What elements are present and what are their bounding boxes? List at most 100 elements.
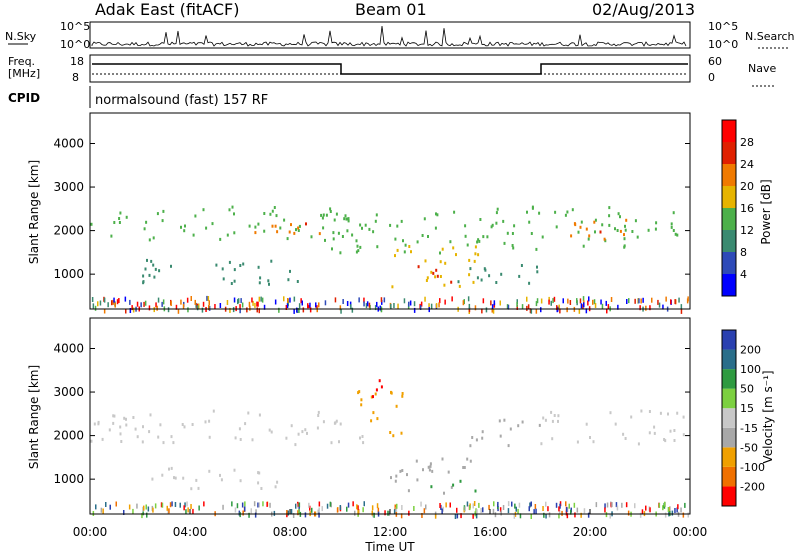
colorbar-tick-label: 4 bbox=[740, 268, 747, 281]
data-cell bbox=[580, 220, 583, 224]
data-cell bbox=[220, 478, 223, 482]
data-cell bbox=[307, 303, 309, 309]
data-cell bbox=[628, 298, 630, 304]
data-cell bbox=[642, 297, 644, 303]
nave-tick-lo: 0 bbox=[708, 71, 715, 84]
data-cell bbox=[197, 486, 200, 490]
data-cell bbox=[230, 282, 233, 285]
y-tick-label: 2000 bbox=[53, 224, 84, 238]
data-cell bbox=[336, 507, 339, 513]
data-cell bbox=[270, 430, 273, 434]
data-cell bbox=[195, 478, 198, 482]
data-cell bbox=[376, 503, 379, 509]
data-cell bbox=[362, 441, 365, 445]
data-cell bbox=[357, 509, 359, 515]
data-cell bbox=[142, 281, 145, 285]
data-cell bbox=[214, 304, 216, 309]
data-cell bbox=[436, 274, 439, 278]
colorbar-tick-label: 28 bbox=[740, 136, 754, 149]
x-tick-label: 00:00 bbox=[673, 525, 708, 539]
data-cell bbox=[246, 307, 248, 313]
colorbar-tick-label: 200 bbox=[740, 344, 761, 357]
data-cell bbox=[462, 466, 465, 469]
data-cell bbox=[610, 297, 613, 302]
data-cell bbox=[152, 263, 155, 267]
data-cell bbox=[293, 308, 295, 314]
data-cell bbox=[391, 285, 394, 289]
data-cell bbox=[395, 404, 398, 408]
data-cell bbox=[568, 503, 570, 509]
colorbar-swatch bbox=[722, 369, 736, 389]
data-cell bbox=[168, 467, 170, 471]
data-cell bbox=[435, 303, 438, 309]
data-cell bbox=[464, 224, 467, 228]
data-cell bbox=[478, 502, 480, 508]
data-cell bbox=[244, 506, 246, 512]
data-cell bbox=[676, 507, 678, 513]
data-cell bbox=[187, 307, 189, 313]
nsearch-tick-lo: 10^0 bbox=[708, 38, 738, 51]
data-cell bbox=[542, 506, 544, 511]
data-cell bbox=[647, 228, 650, 232]
data-cell bbox=[364, 223, 367, 227]
data-cell bbox=[151, 477, 154, 481]
power-panel: 1000 2000 3000 4000 Slant Range [km] 4 8 12 16… bbox=[27, 112, 773, 314]
data-cell bbox=[182, 476, 185, 480]
data-cell bbox=[513, 513, 516, 519]
data-cell bbox=[452, 483, 455, 487]
data-cell bbox=[439, 503, 441, 508]
data-cell bbox=[490, 225, 493, 229]
data-cell bbox=[198, 303, 200, 309]
data-cell bbox=[519, 513, 522, 519]
data-cell bbox=[649, 507, 651, 513]
data-cell bbox=[145, 504, 147, 510]
velocity-ylabel: Slant Range [km] bbox=[27, 365, 41, 469]
data-cell bbox=[393, 303, 395, 308]
data-cell bbox=[565, 510, 568, 516]
data-cell bbox=[110, 234, 113, 238]
data-cell bbox=[206, 295, 208, 301]
data-cell bbox=[333, 218, 336, 222]
data-cell bbox=[401, 394, 404, 398]
data-cell bbox=[649, 305, 651, 311]
data-cell bbox=[202, 208, 205, 212]
data-cell bbox=[240, 298, 242, 304]
data-cell bbox=[511, 244, 514, 247]
data-cell bbox=[640, 409, 643, 413]
data-cell bbox=[168, 508, 170, 514]
data-cell bbox=[514, 503, 516, 509]
data-cell bbox=[317, 414, 320, 417]
data-cell bbox=[148, 273, 151, 277]
cpid-label: CPID bbox=[8, 91, 40, 105]
data-cell bbox=[399, 469, 402, 473]
data-cell bbox=[600, 299, 602, 305]
data-cell bbox=[497, 501, 499, 507]
data-cell bbox=[182, 303, 185, 309]
data-cell bbox=[479, 218, 482, 221]
data-cell bbox=[561, 510, 563, 516]
time-axis-label: Time UT bbox=[364, 540, 415, 554]
data-cell bbox=[566, 307, 568, 313]
data-cell bbox=[125, 215, 128, 219]
freq-label: Freq. bbox=[8, 55, 35, 68]
data-cell bbox=[469, 444, 472, 448]
data-cell bbox=[557, 414, 560, 418]
data-cell bbox=[379, 305, 381, 311]
data-cell bbox=[118, 217, 121, 220]
data-cell bbox=[342, 299, 344, 304]
data-cell bbox=[682, 512, 685, 518]
data-cell bbox=[221, 267, 224, 271]
data-cell bbox=[160, 502, 163, 508]
data-cell bbox=[599, 230, 602, 234]
data-cell bbox=[474, 245, 477, 249]
data-cell bbox=[273, 206, 276, 209]
data-cell bbox=[671, 510, 674, 516]
data-cell bbox=[301, 430, 304, 434]
data-cell bbox=[541, 235, 544, 239]
data-cell bbox=[614, 422, 617, 426]
data-cell bbox=[408, 301, 410, 307]
data-cell bbox=[619, 229, 622, 233]
data-cell bbox=[274, 299, 277, 305]
data-cell bbox=[290, 509, 293, 514]
data-cell bbox=[107, 302, 109, 308]
